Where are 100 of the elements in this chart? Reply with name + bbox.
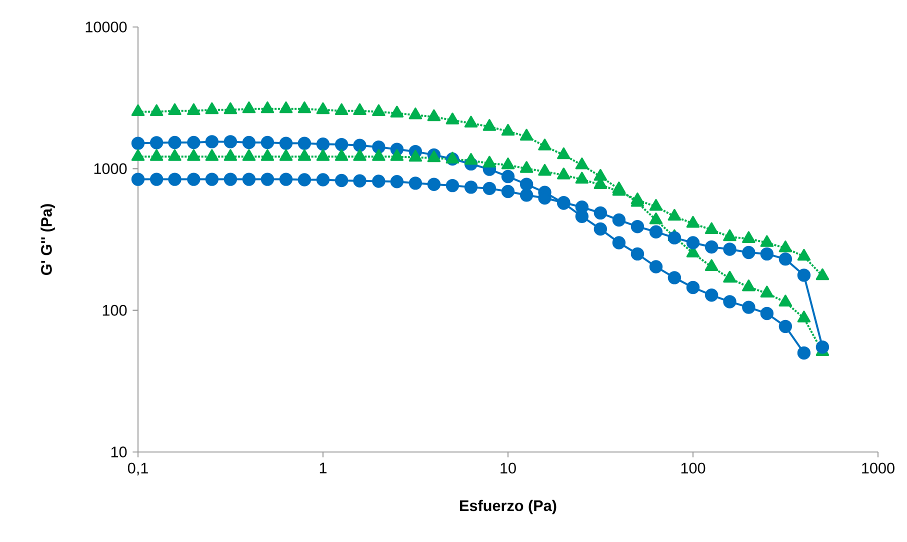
point	[649, 260, 663, 274]
x-tick-label: 1000	[862, 462, 894, 474]
point	[187, 103, 200, 116]
point	[316, 173, 330, 186]
point	[704, 240, 718, 254]
point	[224, 102, 238, 114]
point	[187, 149, 200, 161]
point	[353, 174, 366, 188]
point	[427, 109, 441, 122]
point	[334, 174, 348, 188]
point	[168, 149, 182, 161]
point	[260, 149, 274, 161]
point	[334, 138, 348, 152]
point	[557, 147, 570, 160]
point	[760, 286, 774, 298]
point	[742, 300, 756, 314]
point	[390, 149, 404, 161]
point	[575, 200, 589, 214]
point	[279, 149, 293, 161]
point	[353, 103, 366, 116]
point	[594, 206, 608, 220]
point	[242, 101, 256, 114]
point	[760, 306, 774, 320]
point	[353, 138, 366, 152]
point	[131, 149, 145, 161]
x-tick-label: 10	[500, 462, 516, 474]
point	[723, 229, 736, 242]
y-tick-label: 1000	[94, 163, 127, 174]
point	[501, 170, 515, 184]
point	[168, 103, 182, 116]
point	[686, 280, 700, 294]
point	[612, 213, 626, 227]
point	[187, 136, 200, 150]
point	[279, 101, 293, 114]
point	[168, 136, 182, 150]
point	[408, 108, 422, 120]
point	[520, 128, 534, 141]
x-tick-label: 100	[681, 462, 706, 474]
point	[704, 259, 718, 271]
point	[630, 220, 644, 234]
point	[298, 101, 312, 114]
point	[334, 103, 348, 116]
point	[464, 116, 478, 128]
point	[316, 149, 330, 161]
y-tick-label: 10000	[86, 22, 127, 32]
point	[150, 104, 164, 116]
point	[594, 222, 608, 236]
point	[224, 135, 238, 148]
point	[446, 112, 460, 124]
point	[131, 136, 145, 150]
point	[205, 135, 219, 148]
point	[279, 172, 293, 186]
point	[723, 242, 736, 256]
point	[778, 320, 792, 334]
point	[464, 180, 478, 194]
x-axis-title: Esfuerzo (Pa)	[460, 500, 556, 514]
point	[686, 236, 700, 250]
point	[372, 149, 386, 161]
point	[797, 248, 811, 261]
point	[242, 172, 256, 186]
point	[168, 172, 182, 186]
point	[686, 216, 700, 228]
point	[704, 288, 718, 302]
point	[334, 149, 348, 161]
point	[298, 173, 312, 186]
point	[464, 153, 478, 165]
point	[482, 156, 496, 168]
point	[557, 168, 570, 180]
point	[668, 231, 682, 244]
point	[353, 149, 366, 161]
point	[150, 136, 164, 150]
point	[760, 247, 774, 261]
point	[668, 208, 682, 221]
x-tick-label: 0,1	[128, 462, 148, 476]
point	[446, 178, 460, 192]
point	[630, 192, 644, 204]
point	[778, 252, 792, 266]
point	[742, 246, 756, 260]
point	[298, 136, 312, 150]
point	[260, 172, 274, 186]
point	[760, 235, 774, 247]
point	[224, 149, 238, 161]
point	[390, 175, 404, 188]
point	[649, 225, 663, 238]
point	[538, 164, 552, 176]
point	[372, 174, 386, 188]
point	[224, 172, 238, 186]
point	[630, 247, 644, 261]
point	[575, 158, 589, 170]
point	[131, 104, 145, 116]
point	[501, 184, 515, 198]
point	[668, 271, 682, 284]
point	[704, 222, 718, 234]
point	[187, 172, 200, 186]
y-tick-label: 100	[102, 304, 127, 316]
point	[408, 176, 422, 190]
point	[723, 270, 736, 283]
point	[390, 106, 404, 118]
point	[242, 136, 256, 150]
point	[205, 172, 219, 186]
